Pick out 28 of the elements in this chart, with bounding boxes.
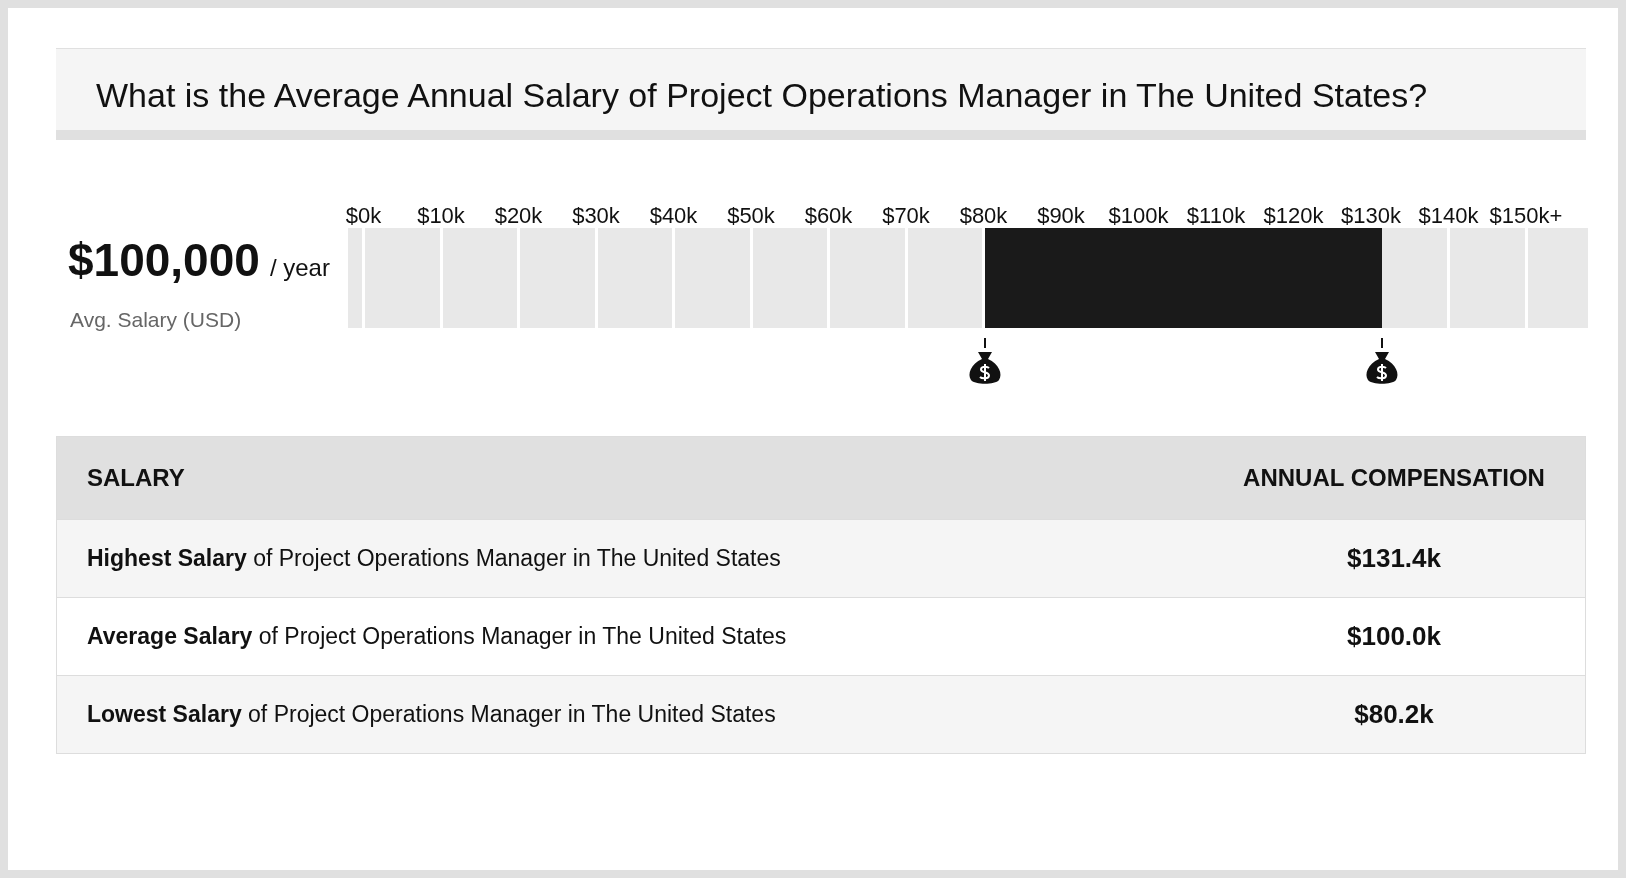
x-tick-label: $20k [494,202,544,228]
x-tick-label: $50k [727,202,776,228]
text: $100,000 [68,234,260,286]
text: ANNUAL COMPENSATION [1204,436,1586,520]
x-tick-label: $100k [1108,202,1170,228]
x-tick-label: $150k+ [1489,202,1563,228]
x-tick-label: $70k [882,202,931,228]
x-tick-label: $60k [804,202,854,228]
text: Average Salary of Project Operations Manager in The United States [56,597,1204,676]
text: $100.0k [1204,597,1586,676]
text: / year [269,254,330,281]
text: $80.2k [1204,675,1586,754]
text: SALARY [56,436,1204,520]
x-tick-label: $140k [1418,202,1480,228]
x-tick-label: $120k [1263,202,1325,228]
x-tick-label: $80k [959,202,1009,228]
x-tick-label: $30k [572,202,621,228]
x-tick-label: $110k [1186,202,1247,228]
x-tick-label: $10k [417,202,466,228]
x-tick-label: $90k [1037,202,1086,228]
x-tick-label: $0k [345,202,383,228]
text: Highest Salary of Project Operations Manager in The United States [56,519,1204,598]
x-tick-label: $130k [1341,202,1402,228]
chart-title: What is the Average Annual Salary of Project Operations Manager in The United States? [56,48,1586,140]
text: $131.4k [1204,519,1586,598]
x-tick-label: $40k [649,202,699,228]
text: Lowest Salary of Project Operations Manager in The United States [56,675,1204,754]
text: Avg. Salary (USD) [70,308,242,332]
